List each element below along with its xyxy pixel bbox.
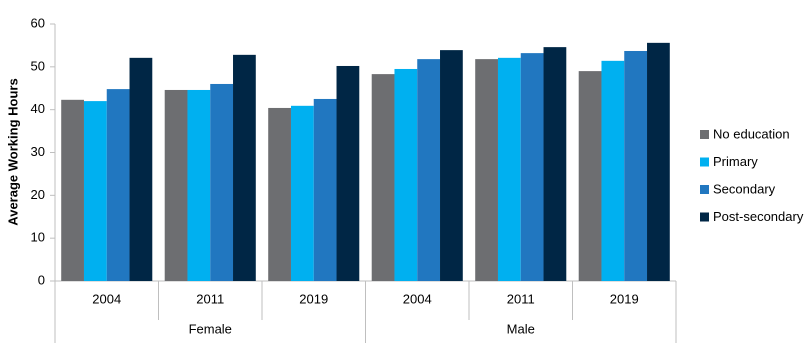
bar: [61, 99, 84, 281]
bar: [268, 107, 291, 281]
bar: [210, 83, 234, 281]
legend-label: Post-secondary: [713, 209, 804, 224]
bar: [394, 68, 418, 281]
bar: [83, 101, 107, 281]
bar: [164, 89, 188, 281]
y-tick-label: 0: [38, 272, 45, 287]
y-tick-label: 10: [31, 230, 45, 245]
bar: [440, 50, 463, 282]
bar: [290, 105, 314, 281]
bar: [475, 59, 498, 281]
x-tick-label: 2004: [92, 291, 121, 306]
x-tick-label: 2019: [610, 291, 639, 306]
bar: [578, 71, 602, 281]
legend-label: Secondary: [713, 181, 776, 196]
legend-swatch: [700, 212, 709, 222]
group-label: Male: [507, 321, 535, 336]
bar: [187, 89, 211, 281]
bar: [520, 53, 544, 282]
y-tick-label: 20: [31, 187, 45, 202]
y-tick-label: 30: [31, 144, 45, 159]
bar: [624, 50, 648, 281]
y-tick-label: 50: [31, 58, 45, 73]
x-tick-label: 2011: [196, 291, 224, 306]
bar: [129, 57, 153, 281]
bar: [233, 54, 256, 282]
y-axis-title: Average Working Hours: [5, 78, 20, 225]
bar: [106, 89, 130, 282]
x-tick-label: 2019: [299, 291, 328, 306]
bar: [336, 65, 360, 281]
y-tick-label: 40: [31, 101, 45, 116]
y-tick-label: 60: [31, 15, 45, 30]
group-label: Female: [189, 321, 232, 336]
bar: [417, 59, 441, 281]
bar: [371, 74, 395, 282]
bar: [313, 98, 337, 281]
legend-label: No education: [713, 126, 790, 141]
legend-swatch: [700, 185, 709, 194]
legend-swatch: [700, 130, 709, 139]
bar: [497, 57, 521, 281]
x-tick-label: 2011: [507, 291, 535, 306]
x-tick-label: 2004: [403, 291, 432, 306]
legend-swatch: [700, 157, 709, 167]
bar: [543, 47, 567, 281]
bar: [601, 60, 625, 281]
legend-label: Primary: [713, 154, 758, 169]
bar: [647, 42, 670, 282]
